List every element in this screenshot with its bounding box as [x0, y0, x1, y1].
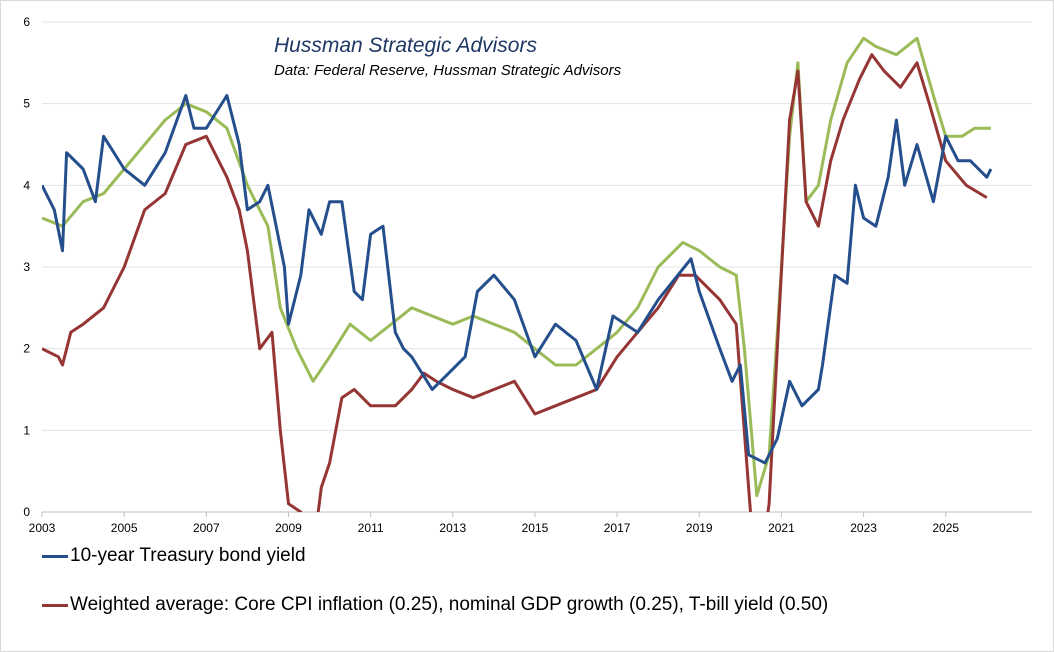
y-tick-label: 6 — [23, 15, 30, 29]
chart-subtitle: Data: Federal Reserve, Hussman Strategic… — [274, 62, 622, 79]
y-tick-label: 5 — [23, 97, 30, 111]
x-tick-label: 2007 — [193, 521, 220, 535]
y-tick-label: 0 — [23, 505, 30, 519]
x-tick-label: 2023 — [850, 521, 877, 535]
legend-item-treasury: 10-year Treasury bond yield — [42, 545, 306, 567]
series-line-weighted-average — [42, 53, 988, 512]
y-tick-label: 3 — [23, 260, 30, 274]
x-tick-label: 2005 — [111, 521, 138, 535]
series-line-treasury — [42, 94, 993, 465]
x-axis: 2003 2005 2007 2009 2011 2013 2015 2017 2019 2021… — [29, 512, 959, 535]
x-tick-label: 2017 — [604, 521, 631, 535]
legend-swatch — [42, 603, 68, 607]
x-tick-label: 2015 — [522, 521, 549, 535]
legend-item-weighted-average: Weighted average: Core CPI inflation (0.… — [42, 594, 828, 616]
y-axis: 0 1 2 3 4 5 6 — [23, 15, 30, 519]
series-lines — [42, 36, 993, 512]
x-tick-label: 2019 — [686, 521, 713, 535]
y-tick-label: 4 — [23, 178, 30, 192]
x-tick-label: 2003 — [29, 521, 56, 535]
x-tick-label: 2013 — [439, 521, 466, 535]
y-tick-label: 2 — [23, 342, 30, 356]
y-tick-label: 1 — [23, 423, 30, 437]
legend-label: 10-year Treasury bond yield — [70, 545, 306, 566]
gridlines — [42, 21, 1032, 513]
chart-title: Hussman Strategic Advisors — [274, 34, 537, 57]
x-tick-label: 2009 — [275, 521, 302, 535]
legend-label: Weighted average: Core CPI inflation (0.… — [70, 594, 829, 615]
legend-swatch — [42, 554, 68, 558]
series-line-green — [42, 36, 991, 498]
x-tick-label: 2021 — [768, 521, 795, 535]
x-tick-label: 2011 — [358, 521, 384, 535]
x-tick-label: 2025 — [932, 521, 959, 535]
